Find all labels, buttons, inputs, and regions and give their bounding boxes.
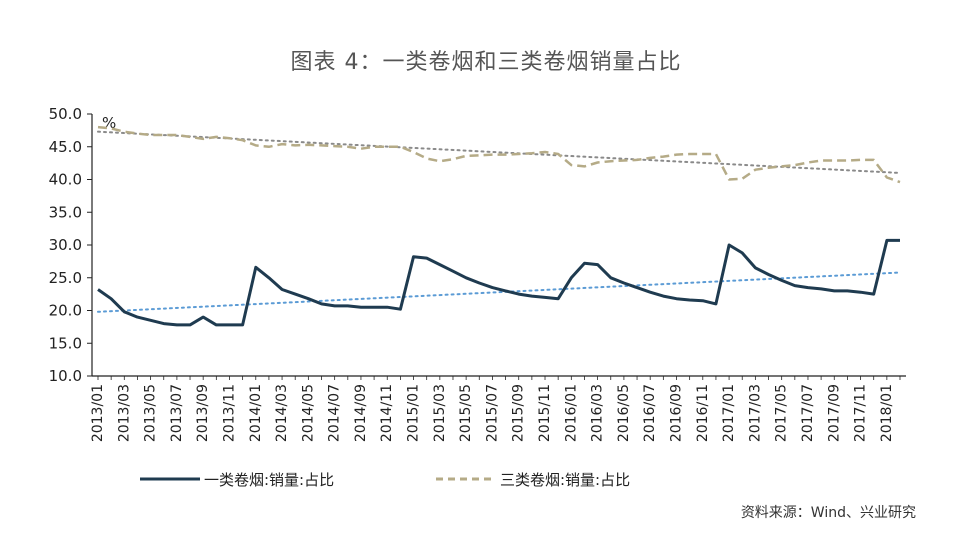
x-tick-label: 2018/01 — [879, 384, 895, 442]
x-tick-label: 2014/05 — [300, 384, 316, 442]
x-tick-label: 2017/11 — [853, 384, 869, 442]
legend-swatch-series-2 — [436, 477, 496, 481]
x-tick-label: 2015/01 — [406, 384, 422, 442]
x-tick-label: 2016/07 — [642, 384, 658, 442]
x-tick-label: 2016/03 — [590, 384, 606, 442]
x-tick-label: 2017/01 — [721, 384, 737, 442]
x-tick-label: 2013/09 — [195, 384, 211, 442]
legend: 一类卷烟:销量:占比 三类卷烟:销量:占比 — [0, 466, 972, 492]
x-tick-label: 2015/03 — [432, 384, 448, 442]
x-tick-label: 2015/11 — [537, 384, 553, 442]
x-tick-label: 2013/05 — [143, 384, 159, 442]
x-tick-label: 2014/01 — [248, 384, 264, 442]
x-tick-label: 2016/05 — [616, 384, 632, 442]
y-tick-label: 45.0 — [49, 138, 82, 156]
y-tick-label: 15.0 — [49, 334, 82, 352]
x-tick-label: 2016/09 — [668, 384, 684, 442]
series-line-1 — [97, 238, 900, 327]
x-tick-label: 2016/01 — [563, 384, 579, 442]
x-tick-label: 2013/07 — [169, 384, 185, 442]
y-tick-label: 20.0 — [49, 302, 82, 320]
trendline-2 — [97, 130, 901, 174]
x-tick-label: 2013/01 — [90, 384, 106, 442]
trendline-1 — [97, 271, 901, 313]
x-tick-label: 2015/05 — [458, 384, 474, 442]
legend-swatch-series-1 — [140, 477, 200, 481]
y-tick-label: 30.0 — [49, 236, 82, 254]
x-tick-label: 2015/07 — [484, 384, 500, 442]
y-tick-label: 50.0 — [49, 105, 82, 123]
x-tick-label: 2013/03 — [116, 384, 132, 442]
y-tick-label: 40.0 — [49, 171, 82, 189]
x-tick-label: 2013/11 — [221, 384, 237, 442]
legend-label-series-2: 三类卷烟:销量:占比 — [500, 470, 631, 489]
legend-label-series-1: 一类卷烟:销量:占比 — [204, 470, 335, 489]
x-tick-label: 2017/07 — [800, 384, 816, 442]
y-tick-label: 10.0 — [49, 367, 82, 385]
x-tick-label: 2014/11 — [379, 384, 395, 442]
x-tick-label: 2014/03 — [274, 384, 290, 442]
y-tick-label: 35.0 — [49, 203, 82, 221]
x-tick-label: 2014/07 — [327, 384, 343, 442]
series-line-2 — [97, 125, 901, 184]
legend-item-series-2: 三类卷烟:销量:占比 — [436, 466, 630, 492]
x-tick-label: 2017/03 — [747, 384, 763, 442]
x-tick-label: 2017/05 — [774, 384, 790, 442]
x-tick-label: 2015/09 — [511, 384, 527, 442]
x-tick-label: 2014/09 — [353, 384, 369, 442]
x-tick-label: 2017/09 — [826, 384, 842, 442]
chart-title: 图表 4：一类卷烟和三类卷烟销量占比 — [290, 50, 682, 75]
y-tick-label: 25.0 — [49, 269, 82, 287]
legend-item-series-1: 一类卷烟:销量:占比 — [140, 466, 334, 492]
x-tick-label: 2016/11 — [695, 384, 711, 442]
source-note: 资料来源：Wind、兴业研究 — [740, 505, 916, 521]
